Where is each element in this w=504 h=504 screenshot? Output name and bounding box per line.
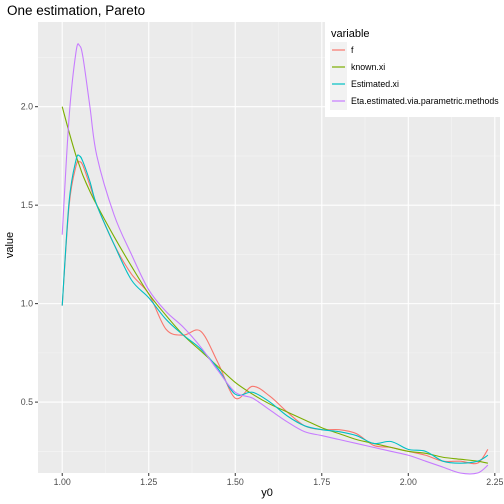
y-tick-label: 2.0 <box>21 102 33 112</box>
legend-items: f known.xi Estimated.xi Eta.estimated.via.p… <box>330 42 499 110</box>
y-tick-label: 1.0 <box>21 299 33 309</box>
x-tick-label: 2.00 <box>400 477 417 487</box>
legend-label-f: f <box>351 45 354 55</box>
x-tick-label: 1.50 <box>227 477 244 487</box>
legend-title: variable <box>331 28 370 40</box>
y-tick-label: 1.5 <box>21 200 33 210</box>
legend: variable f known.xi Estimated.xi Eta.estima… <box>325 22 504 117</box>
legend-label-estimated-xi: Estimated.xi <box>351 79 399 89</box>
legend-label-eta-estimated-via-parametric-methods: Eta.estimated.via.parametric.methods <box>351 96 499 106</box>
x-axis-title: y0 <box>261 487 273 499</box>
series-line-eta-estimated-via-parametric-methods <box>61 43 489 475</box>
y-tick-label: 0.5 <box>21 397 33 407</box>
x-tick-label: 1.75 <box>313 477 330 487</box>
y-axis-title: value <box>4 232 16 258</box>
x-axis: 1.00 1.25 1.50 1.75 2.00 2.25 <box>54 473 503 487</box>
x-tick-label: 1.00 <box>54 477 71 487</box>
series-line-known-xi <box>61 106 488 464</box>
series-lines <box>61 43 489 475</box>
legend-background <box>325 22 504 117</box>
x-tick-label: 1.25 <box>140 477 157 487</box>
chart-title: One estimation, Pareto <box>7 3 145 18</box>
x-tick-label: 2.25 <box>486 477 503 487</box>
legend-label-known-xi: known.xi <box>351 62 385 72</box>
y-axis: 0.5 1.0 1.5 2.0 <box>21 102 38 407</box>
